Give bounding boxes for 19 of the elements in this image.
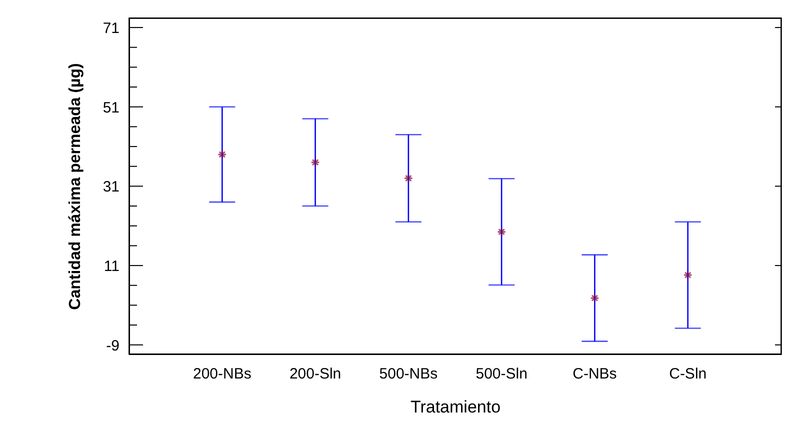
point (218, 150, 227, 160)
point (310, 158, 320, 168)
x-tick-label: C-Sln (669, 366, 707, 382)
y-tick-label: 11 (104, 258, 120, 276)
x-tick-label: 500-NBs (379, 366, 438, 382)
x-tick-label: C-NBs (572, 366, 617, 382)
y-axis-title: Cantidad máxima permeada (µg) (66, 63, 84, 310)
point (496, 227, 506, 236)
x-tick-label: 200-Sln (289, 366, 342, 382)
y-tick-label: 51 (102, 99, 120, 116)
point (683, 270, 692, 280)
point (590, 293, 600, 303)
point (404, 174, 414, 183)
x-tick-label: 200-NBs (192, 366, 252, 382)
x-tick-label: 500-Sln (476, 366, 528, 382)
y-tick-label: 71 (102, 20, 120, 38)
y-tick-label: -9 (106, 337, 120, 354)
y-tick-label: 31 (102, 178, 120, 196)
x-axis-title: Tratamiento (410, 398, 501, 416)
